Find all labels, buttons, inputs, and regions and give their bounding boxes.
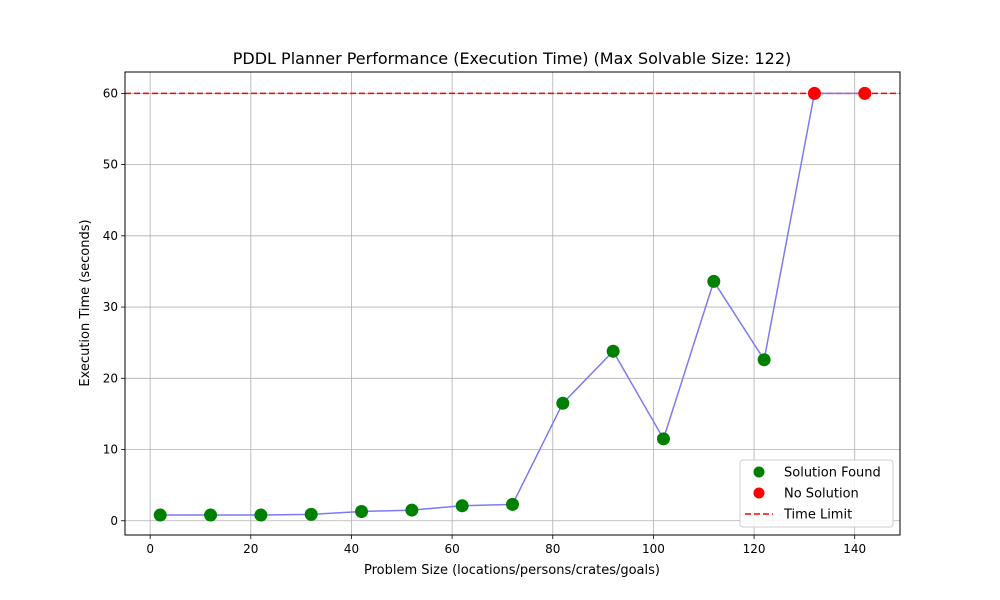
x-tick-label: 120 <box>743 542 766 556</box>
y-tick-label: 10 <box>103 443 118 457</box>
no-solution-point <box>807 86 821 100</box>
x-tick-label: 60 <box>444 542 459 556</box>
x-tick-label: 140 <box>843 542 866 556</box>
data-points <box>153 86 872 522</box>
solution-found-point <box>153 508 167 522</box>
y-tick-label: 20 <box>103 371 118 385</box>
solution-found-point <box>606 344 620 358</box>
solution-found-point <box>355 504 369 518</box>
x-tick-label: 20 <box>243 542 258 556</box>
solution-found-point <box>757 353 771 367</box>
solution-found-point <box>707 274 721 288</box>
y-axis-label: Execution Time (seconds) <box>78 219 93 386</box>
solution-found-point <box>556 396 570 410</box>
axis-ticks: 0 20 40 60 80 100 120 140 0 10 20 30 40 50 60 <box>103 86 866 556</box>
y-tick-label: 30 <box>103 300 118 314</box>
solution-found-point <box>204 508 218 522</box>
y-tick-label: 60 <box>103 86 118 100</box>
legend: Solution Found No Solution Time Limit <box>739 459 894 528</box>
legend-no-solution-label: No Solution <box>784 487 859 502</box>
legend-solution-found-marker <box>753 466 765 478</box>
legend-time-limit-label: Time Limit <box>783 508 852 523</box>
x-tick-label: 80 <box>545 542 560 556</box>
y-tick-label: 0 <box>110 514 118 528</box>
legend-no-solution-marker <box>753 487 765 499</box>
legend-solution-found-label: Solution Found <box>784 466 881 481</box>
solution-found-point <box>254 508 268 522</box>
x-axis-label: Problem Size (locations/persons/crates/g… <box>364 563 660 578</box>
y-tick-label: 40 <box>103 229 118 243</box>
chart-title: PDDL Planner Performance (Execution Time… <box>233 49 791 68</box>
y-tick-label: 50 <box>103 158 118 172</box>
x-tick-label: 100 <box>642 542 665 556</box>
solution-found-point <box>455 499 469 513</box>
no-solution-point <box>858 86 872 100</box>
solution-found-point <box>506 497 519 511</box>
x-tick-label: 0 <box>146 542 154 556</box>
legend-box <box>739 459 894 528</box>
solution-found-point <box>304 507 318 521</box>
x-tick-label: 40 <box>344 542 359 556</box>
solution-found-point <box>405 503 419 517</box>
plot-frame <box>124 71 901 536</box>
solution-found-point <box>656 432 670 446</box>
